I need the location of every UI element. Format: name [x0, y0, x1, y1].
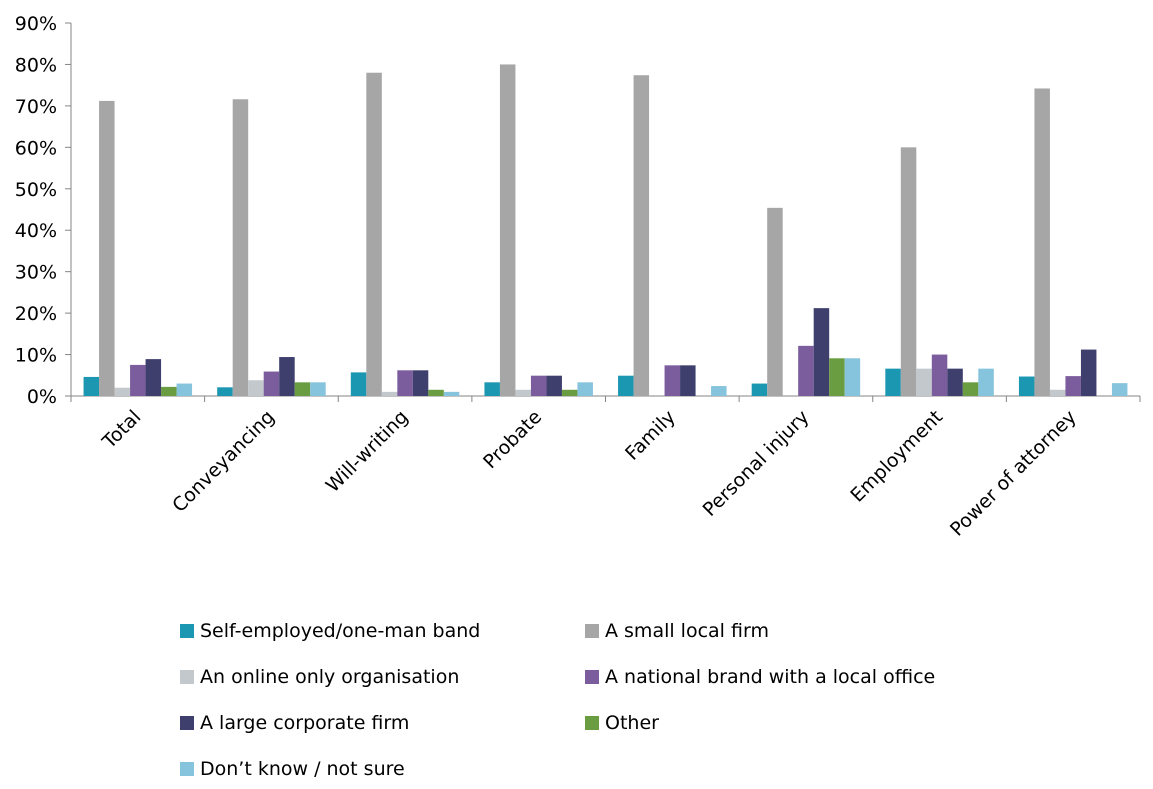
bar — [813, 308, 830, 396]
bar — [633, 75, 650, 396]
legend-swatch — [585, 670, 599, 684]
bar — [366, 72, 382, 396]
legend-item: Other — [585, 712, 659, 734]
x-tick-label: Will-writing — [322, 406, 413, 497]
bar — [176, 383, 193, 396]
y-tick-label: 60% — [15, 137, 57, 159]
x-tick-label: Employment — [846, 406, 947, 507]
y-axis: 0% 10% 20% 30% 40% 50% 60% 70% 80% 90% — [15, 13, 72, 408]
legend-label: Self-employed/one-man band — [200, 620, 481, 642]
x-tick-label: Total — [98, 406, 146, 454]
x-tick-label: Power of attorney — [946, 406, 1081, 541]
bar — [751, 383, 768, 396]
legend-item: A small local firm — [585, 620, 769, 642]
y-tick-label: 20% — [15, 303, 57, 325]
y-tick-label: 80% — [15, 54, 57, 76]
bar — [443, 391, 460, 396]
y-tick-label: 0% — [27, 386, 57, 408]
y-tick-label: 90% — [15, 13, 57, 35]
x-tick-label: Personal injury — [699, 406, 814, 521]
bar — [114, 387, 131, 396]
y-tick-label: 40% — [15, 220, 57, 242]
bar — [279, 357, 295, 396]
legend-label: An online only organisation — [200, 666, 460, 688]
legend-label: Don’t know / not sure — [200, 758, 405, 780]
bar — [711, 386, 727, 396]
bar — [885, 368, 901, 396]
bar — [1080, 349, 1097, 396]
bar — [350, 372, 367, 396]
legend-item: A large corporate firm — [180, 712, 409, 734]
bar — [161, 386, 177, 396]
legend-swatch — [585, 716, 599, 730]
legend-swatch — [585, 624, 599, 638]
bar — [232, 99, 249, 396]
bar — [664, 365, 681, 396]
y-tick-label: 50% — [15, 179, 57, 201]
bar — [99, 100, 115, 396]
legend-label: A small local firm — [605, 620, 769, 642]
bar — [412, 370, 429, 396]
bar — [680, 365, 696, 396]
bar — [397, 370, 413, 396]
bar — [381, 391, 398, 396]
legend-label: A national brand with a local office — [605, 666, 936, 688]
bar — [263, 371, 280, 396]
bar — [577, 382, 593, 396]
bar — [931, 354, 948, 396]
bar — [618, 375, 634, 396]
legend-swatch — [180, 716, 194, 730]
bar — [947, 368, 963, 396]
bar — [767, 207, 783, 396]
bar — [217, 387, 233, 396]
bar — [248, 380, 264, 396]
x-tick-label: Conveyancing — [168, 406, 279, 517]
bar — [844, 358, 861, 396]
y-tick-label: 30% — [15, 262, 57, 284]
bar — [515, 389, 531, 396]
bar — [916, 368, 932, 396]
legend-item: Self-employed/one-man band — [180, 620, 480, 642]
bar — [546, 375, 562, 396]
bar — [962, 382, 979, 396]
bar — [130, 364, 146, 396]
bars — [83, 64, 1128, 396]
y-tick-label: 10% — [15, 345, 57, 367]
bar — [1034, 88, 1050, 396]
x-tick-label: Family — [621, 406, 680, 465]
bar — [310, 382, 326, 396]
legend: Self-employed/one-man band A small local … — [180, 620, 1080, 785]
legend-swatch — [180, 670, 194, 684]
legend-item: A national brand with a local office — [585, 666, 935, 688]
bar — [484, 382, 500, 396]
legend-item: An online only organisation — [180, 666, 459, 688]
bar — [1111, 383, 1128, 396]
bar — [798, 345, 814, 396]
x-axis: Total Conveyancing Will-writing Probate Fami… — [70, 395, 1141, 541]
bar — [561, 389, 578, 396]
legend-swatch — [180, 762, 194, 776]
legend-label: Other — [605, 712, 659, 734]
bar — [294, 382, 311, 396]
bar — [1049, 389, 1066, 396]
bar — [145, 359, 162, 396]
y-tick-label: 70% — [15, 96, 57, 118]
bar — [428, 389, 444, 396]
bar — [1018, 376, 1035, 396]
bar — [499, 64, 516, 396]
legend-label: A large corporate firm — [200, 712, 410, 734]
bar — [900, 147, 917, 396]
bar — [530, 375, 547, 396]
bar — [1065, 376, 1081, 396]
bar — [829, 358, 845, 396]
legend-swatch — [180, 624, 194, 638]
bar — [83, 376, 100, 396]
bar — [978, 368, 994, 396]
x-tick-label: Probate — [479, 406, 546, 473]
legend-item: Don’t know / not sure — [180, 758, 405, 780]
